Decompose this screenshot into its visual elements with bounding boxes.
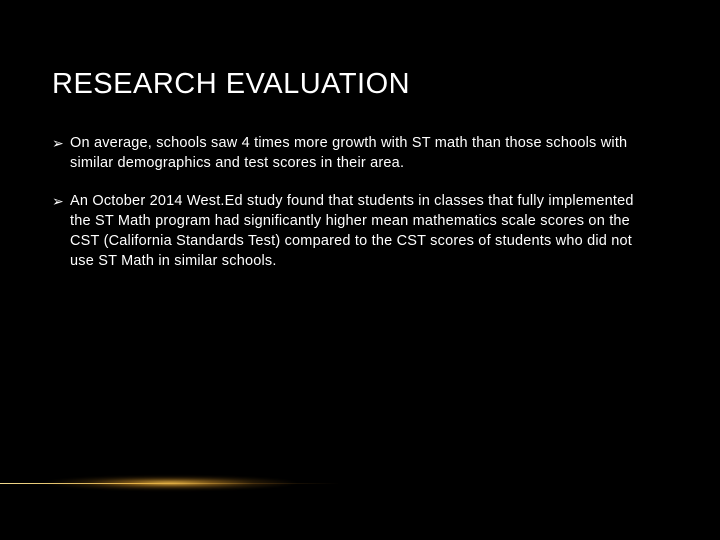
decorative-glow-line [0, 483, 340, 484]
bullet-text: An October 2014 West.Ed study found that… [70, 191, 668, 271]
bullet-arrow-icon: ➢ [52, 191, 70, 211]
slide-container: RESEARCH EVALUATION ➢ On average, school… [0, 0, 720, 540]
bullet-text: On average, schools saw 4 times more gro… [70, 133, 668, 173]
list-item: ➢ An October 2014 West.Ed study found th… [52, 191, 668, 271]
bullet-list: ➢ On average, schools saw 4 times more g… [52, 133, 668, 271]
list-item: ➢ On average, schools saw 4 times more g… [52, 133, 668, 173]
slide-title: RESEARCH EVALUATION [52, 68, 668, 101]
bullet-arrow-icon: ➢ [52, 133, 70, 153]
